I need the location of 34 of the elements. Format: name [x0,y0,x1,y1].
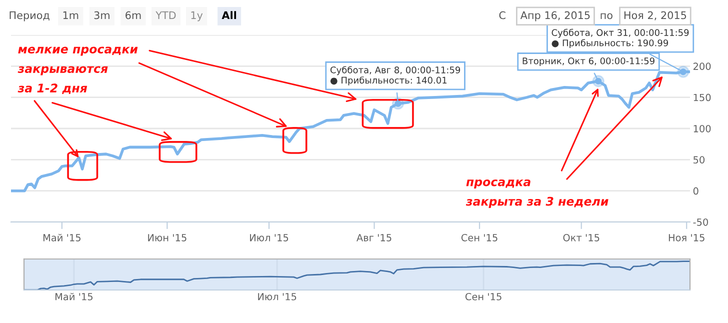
x-tick-label: Ноя '15 [668,234,704,242]
text: Ноя 2, 2015 [624,11,686,20]
point [677,66,690,78]
annotation: мелкие просадки закрываются за 1-2 дня [18,46,138,94]
y-tick-label: 200 [693,62,711,70]
text: 1m [63,11,78,20]
y-tick-label: -50 [693,218,708,226]
y-tick-label: 150 [694,94,711,102]
y-tick-label: 50 [694,156,705,164]
text: Апр 16, 2015 [520,11,590,22]
y-tick-label: 0 [693,187,698,195]
x-tick-label: Май '15 [43,234,80,242]
annotation: Суббота, Окт 31, 00:00-11:59 ● Прибыльность: 190.99 [552,28,689,48]
x-tick-label: Июл '15 [250,234,288,242]
x-tick-label: Июл '15 [258,293,296,300]
x-tick-label: Сен '15 [465,292,502,300]
text: 6m [126,11,141,20]
point [592,75,604,88]
text: YTD [156,11,176,20]
annotation: просадка закрыта за 3 недели [466,179,608,208]
text: 3m [94,11,110,20]
annotation: Суббота, Авг 8, 00:00-11:59 ● Прибыльность: 140.01 [330,66,460,86]
y-tick-label: 100 [694,124,711,132]
text: 1y [191,11,203,22]
text: Период [10,11,50,22]
x-tick-label: Июн '15 [148,234,186,242]
text: С [499,11,506,20]
x-tick-label: Май '15 [56,292,92,300]
annotation: Вторник, Окт 6, 00:00-11:59 [522,57,654,66]
text: по [600,13,612,20]
x-tick-label: Авг '15 [356,234,392,242]
x-tick-label: Сен '15 [461,234,498,242]
text: All [222,11,236,20]
x-tick-label: Окт '15 [563,234,600,242]
